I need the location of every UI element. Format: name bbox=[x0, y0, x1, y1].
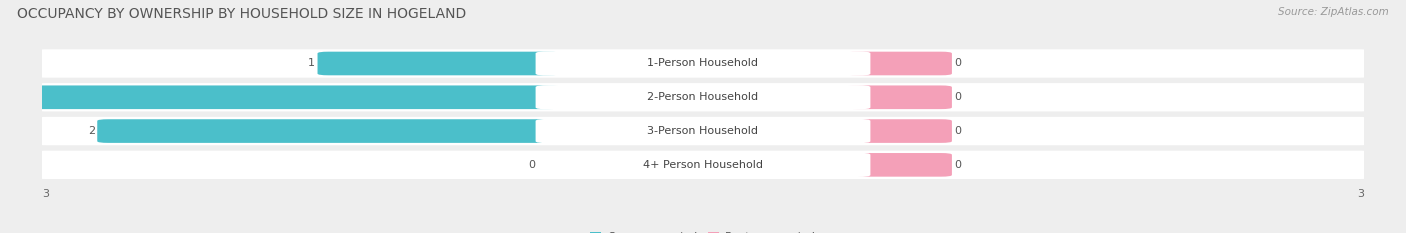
Text: 0: 0 bbox=[955, 160, 962, 170]
FancyBboxPatch shape bbox=[38, 49, 1368, 78]
FancyBboxPatch shape bbox=[38, 83, 1368, 111]
FancyBboxPatch shape bbox=[38, 151, 1368, 179]
FancyBboxPatch shape bbox=[38, 117, 1368, 145]
Text: 4+ Person Household: 4+ Person Household bbox=[643, 160, 763, 170]
Text: 0: 0 bbox=[955, 126, 962, 136]
Text: 2-Person Household: 2-Person Household bbox=[647, 92, 759, 102]
Text: 0: 0 bbox=[955, 58, 962, 69]
Text: Source: ZipAtlas.com: Source: ZipAtlas.com bbox=[1278, 7, 1389, 17]
FancyBboxPatch shape bbox=[0, 86, 560, 109]
FancyBboxPatch shape bbox=[97, 119, 560, 143]
FancyBboxPatch shape bbox=[536, 51, 870, 76]
Text: 0: 0 bbox=[529, 160, 536, 170]
Text: 0: 0 bbox=[955, 92, 962, 102]
Text: 3: 3 bbox=[42, 189, 49, 199]
FancyBboxPatch shape bbox=[846, 119, 952, 143]
Text: 2: 2 bbox=[89, 126, 96, 136]
Text: 1-Person Household: 1-Person Household bbox=[648, 58, 758, 69]
Legend: Owner-occupied, Renter-occupied: Owner-occupied, Renter-occupied bbox=[586, 227, 820, 233]
FancyBboxPatch shape bbox=[846, 86, 952, 109]
Text: 3: 3 bbox=[1357, 189, 1364, 199]
FancyBboxPatch shape bbox=[846, 52, 952, 75]
Text: 1: 1 bbox=[308, 58, 315, 69]
Text: 3-Person Household: 3-Person Household bbox=[648, 126, 758, 136]
FancyBboxPatch shape bbox=[536, 153, 870, 177]
FancyBboxPatch shape bbox=[536, 119, 870, 143]
Text: OCCUPANCY BY OWNERSHIP BY HOUSEHOLD SIZE IN HOGELAND: OCCUPANCY BY OWNERSHIP BY HOUSEHOLD SIZE… bbox=[17, 7, 467, 21]
FancyBboxPatch shape bbox=[318, 52, 560, 75]
FancyBboxPatch shape bbox=[846, 153, 952, 177]
FancyBboxPatch shape bbox=[536, 85, 870, 110]
